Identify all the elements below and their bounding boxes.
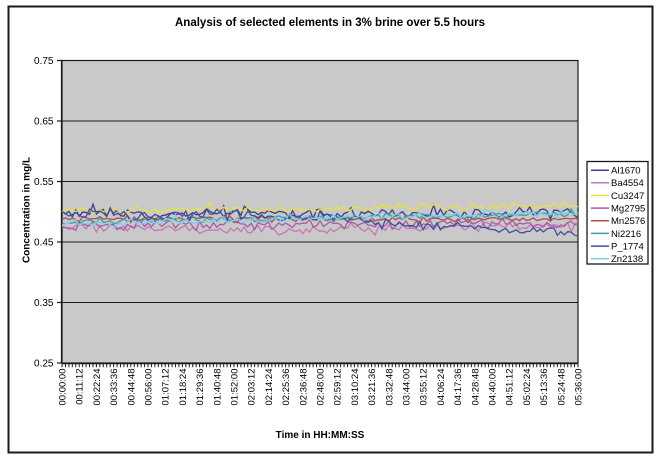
svg-text:Ba4554: Ba4554 [611,178,644,189]
svg-text:00:00:00: 00:00:00 [58,369,69,406]
svg-text:03:44:00: 03:44:00 [402,369,413,406]
svg-text:03:55:12: 03:55:12 [419,369,430,406]
svg-text:04:06:24: 04:06:24 [436,369,447,406]
svg-text:03:21:36: 03:21:36 [367,369,378,406]
svg-text:04:28:48: 04:28:48 [470,369,481,406]
svg-text:Zn2138: Zn2138 [611,254,643,265]
svg-text:00:22:24: 00:22:24 [92,369,103,406]
svg-text:Cu3247: Cu3247 [611,191,644,202]
svg-text:04:17:36: 04:17:36 [453,369,464,406]
svg-text:00:44:48: 00:44:48 [126,369,137,406]
svg-text:03:32:48: 03:32:48 [384,369,395,406]
svg-text:02:48:00: 02:48:00 [316,369,327,406]
svg-text:Concentration in mg/L: Concentration in mg/L [22,157,33,263]
svg-text:0.55: 0.55 [34,177,54,188]
svg-text:0.35: 0.35 [34,298,54,309]
svg-text:P_1774: P_1774 [611,241,644,252]
svg-text:Ni2216: Ni2216 [611,229,641,240]
svg-text:Mg2795: Mg2795 [611,203,645,214]
svg-text:05:13:36: 05:13:36 [539,369,550,406]
svg-text:00:11:12: 00:11:12 [75,369,86,405]
svg-text:01:29:36: 01:29:36 [195,369,206,406]
svg-text:02:59:12: 02:59:12 [333,369,344,406]
svg-text:02:25:36: 02:25:36 [281,369,292,406]
svg-text:00:33:36: 00:33:36 [109,369,120,406]
svg-text:Mn2576: Mn2576 [611,216,645,227]
svg-text:05:36:00: 05:36:00 [574,369,585,406]
svg-text:05:02:24: 05:02:24 [522,369,533,406]
svg-text:01:07:12: 01:07:12 [161,369,172,406]
svg-text:04:51:12: 04:51:12 [505,369,516,406]
svg-text:01:18:24: 01:18:24 [178,369,189,406]
svg-text:01:52:00: 01:52:00 [230,369,241,406]
svg-text:Al1670: Al1670 [611,166,641,177]
svg-text:04:40:00: 04:40:00 [488,369,499,406]
svg-text:03:10:24: 03:10:24 [350,369,361,406]
svg-text:0.45: 0.45 [34,238,54,249]
svg-text:01:40:48: 01:40:48 [212,369,223,406]
svg-text:02:36:48: 02:36:48 [298,369,309,406]
svg-text:0.75: 0.75 [34,56,54,67]
svg-text:0.65: 0.65 [34,117,54,128]
svg-text:02:14:24: 02:14:24 [264,369,275,406]
svg-text:Analysis of selected elements: Analysis of selected elements in 3% brin… [175,17,485,29]
svg-text:00:56:00: 00:56:00 [144,369,155,406]
svg-text:02:03:12: 02:03:12 [247,369,258,406]
svg-text:0.25: 0.25 [34,359,54,370]
svg-text:05:24:48: 05:24:48 [556,369,567,406]
svg-text:Time in HH:MM:SS: Time in HH:MM:SS [276,430,365,441]
